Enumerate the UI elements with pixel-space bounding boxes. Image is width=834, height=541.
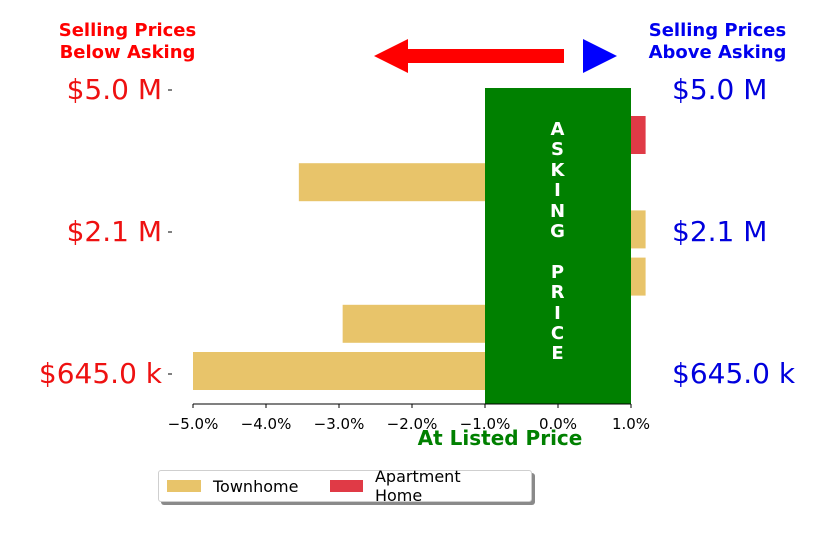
legend-item-apartment: Apartment Home (330, 467, 507, 505)
header-left-line2: Below Asking (59, 42, 196, 63)
band-letter: E (551, 343, 564, 365)
legend-swatch-apartment (330, 480, 363, 492)
header-below-asking: Selling Prices Below Asking (40, 20, 215, 64)
legend-label-apartment: Apartment Home (374, 467, 461, 505)
band-letter: S (551, 139, 564, 161)
legend-item-townhome: Townhome (167, 477, 298, 496)
x-tick-label: −2.0% (387, 415, 438, 433)
header-right-line2: Above Asking (648, 42, 787, 63)
right-arrow (583, 39, 617, 73)
band-letter: R (550, 282, 565, 304)
band-letter: I (554, 302, 561, 324)
x-tick-label: 0.0% (539, 415, 577, 433)
x-tick-label: −3.0% (314, 415, 365, 433)
header-above-asking: Selling Prices Above Asking (630, 20, 805, 64)
price-label-left-2m: $2.1 M (66, 215, 162, 248)
price-label-left-5m: $5.0 M (66, 73, 162, 106)
x-tick-label: −4.0% (241, 415, 292, 433)
asking-band-layer (485, 88, 631, 404)
legend-label-townhome: Townhome (213, 476, 299, 496)
direction-arrows (374, 39, 617, 73)
x-axis: −5.0% −4.0% −3.0% −2.0% −1.0% 0.0% 1.0% (168, 403, 650, 433)
band-letter: G (550, 221, 565, 243)
x-tick-label: −1.0% (460, 415, 511, 433)
header-right-line1: Selling Prices (648, 20, 787, 41)
asking-price-label: A S K I N G P R I C E (484, 119, 631, 365)
band-letter (484, 242, 631, 262)
x-tick-label: −5.0% (168, 415, 219, 433)
x-tick-label: 1.0% (612, 415, 650, 433)
band-letter: A (550, 119, 565, 140)
header-left-line1: Selling Prices (58, 20, 197, 41)
price-label-right-645k: $645.0 k (672, 357, 796, 390)
band-letter: K (550, 159, 565, 181)
band-letter: P (550, 261, 565, 283)
price-label-right-2m: $2.1 M (672, 215, 768, 248)
legend-swatch-townhome (167, 480, 201, 492)
legend: Townhome Apartment Home (158, 467, 532, 505)
x-axis-title: At Listed Price (417, 426, 583, 450)
band-letter: I (554, 180, 561, 202)
left-arrow (374, 39, 564, 73)
band-letter: N (549, 200, 566, 222)
price-label-left-645k: $645.0 k (38, 357, 162, 390)
y-ticks-left (168, 89, 172, 375)
band-letter: C (550, 323, 565, 345)
price-label-right-5m: $5.0 M (672, 73, 768, 106)
asking-band (485, 88, 631, 404)
